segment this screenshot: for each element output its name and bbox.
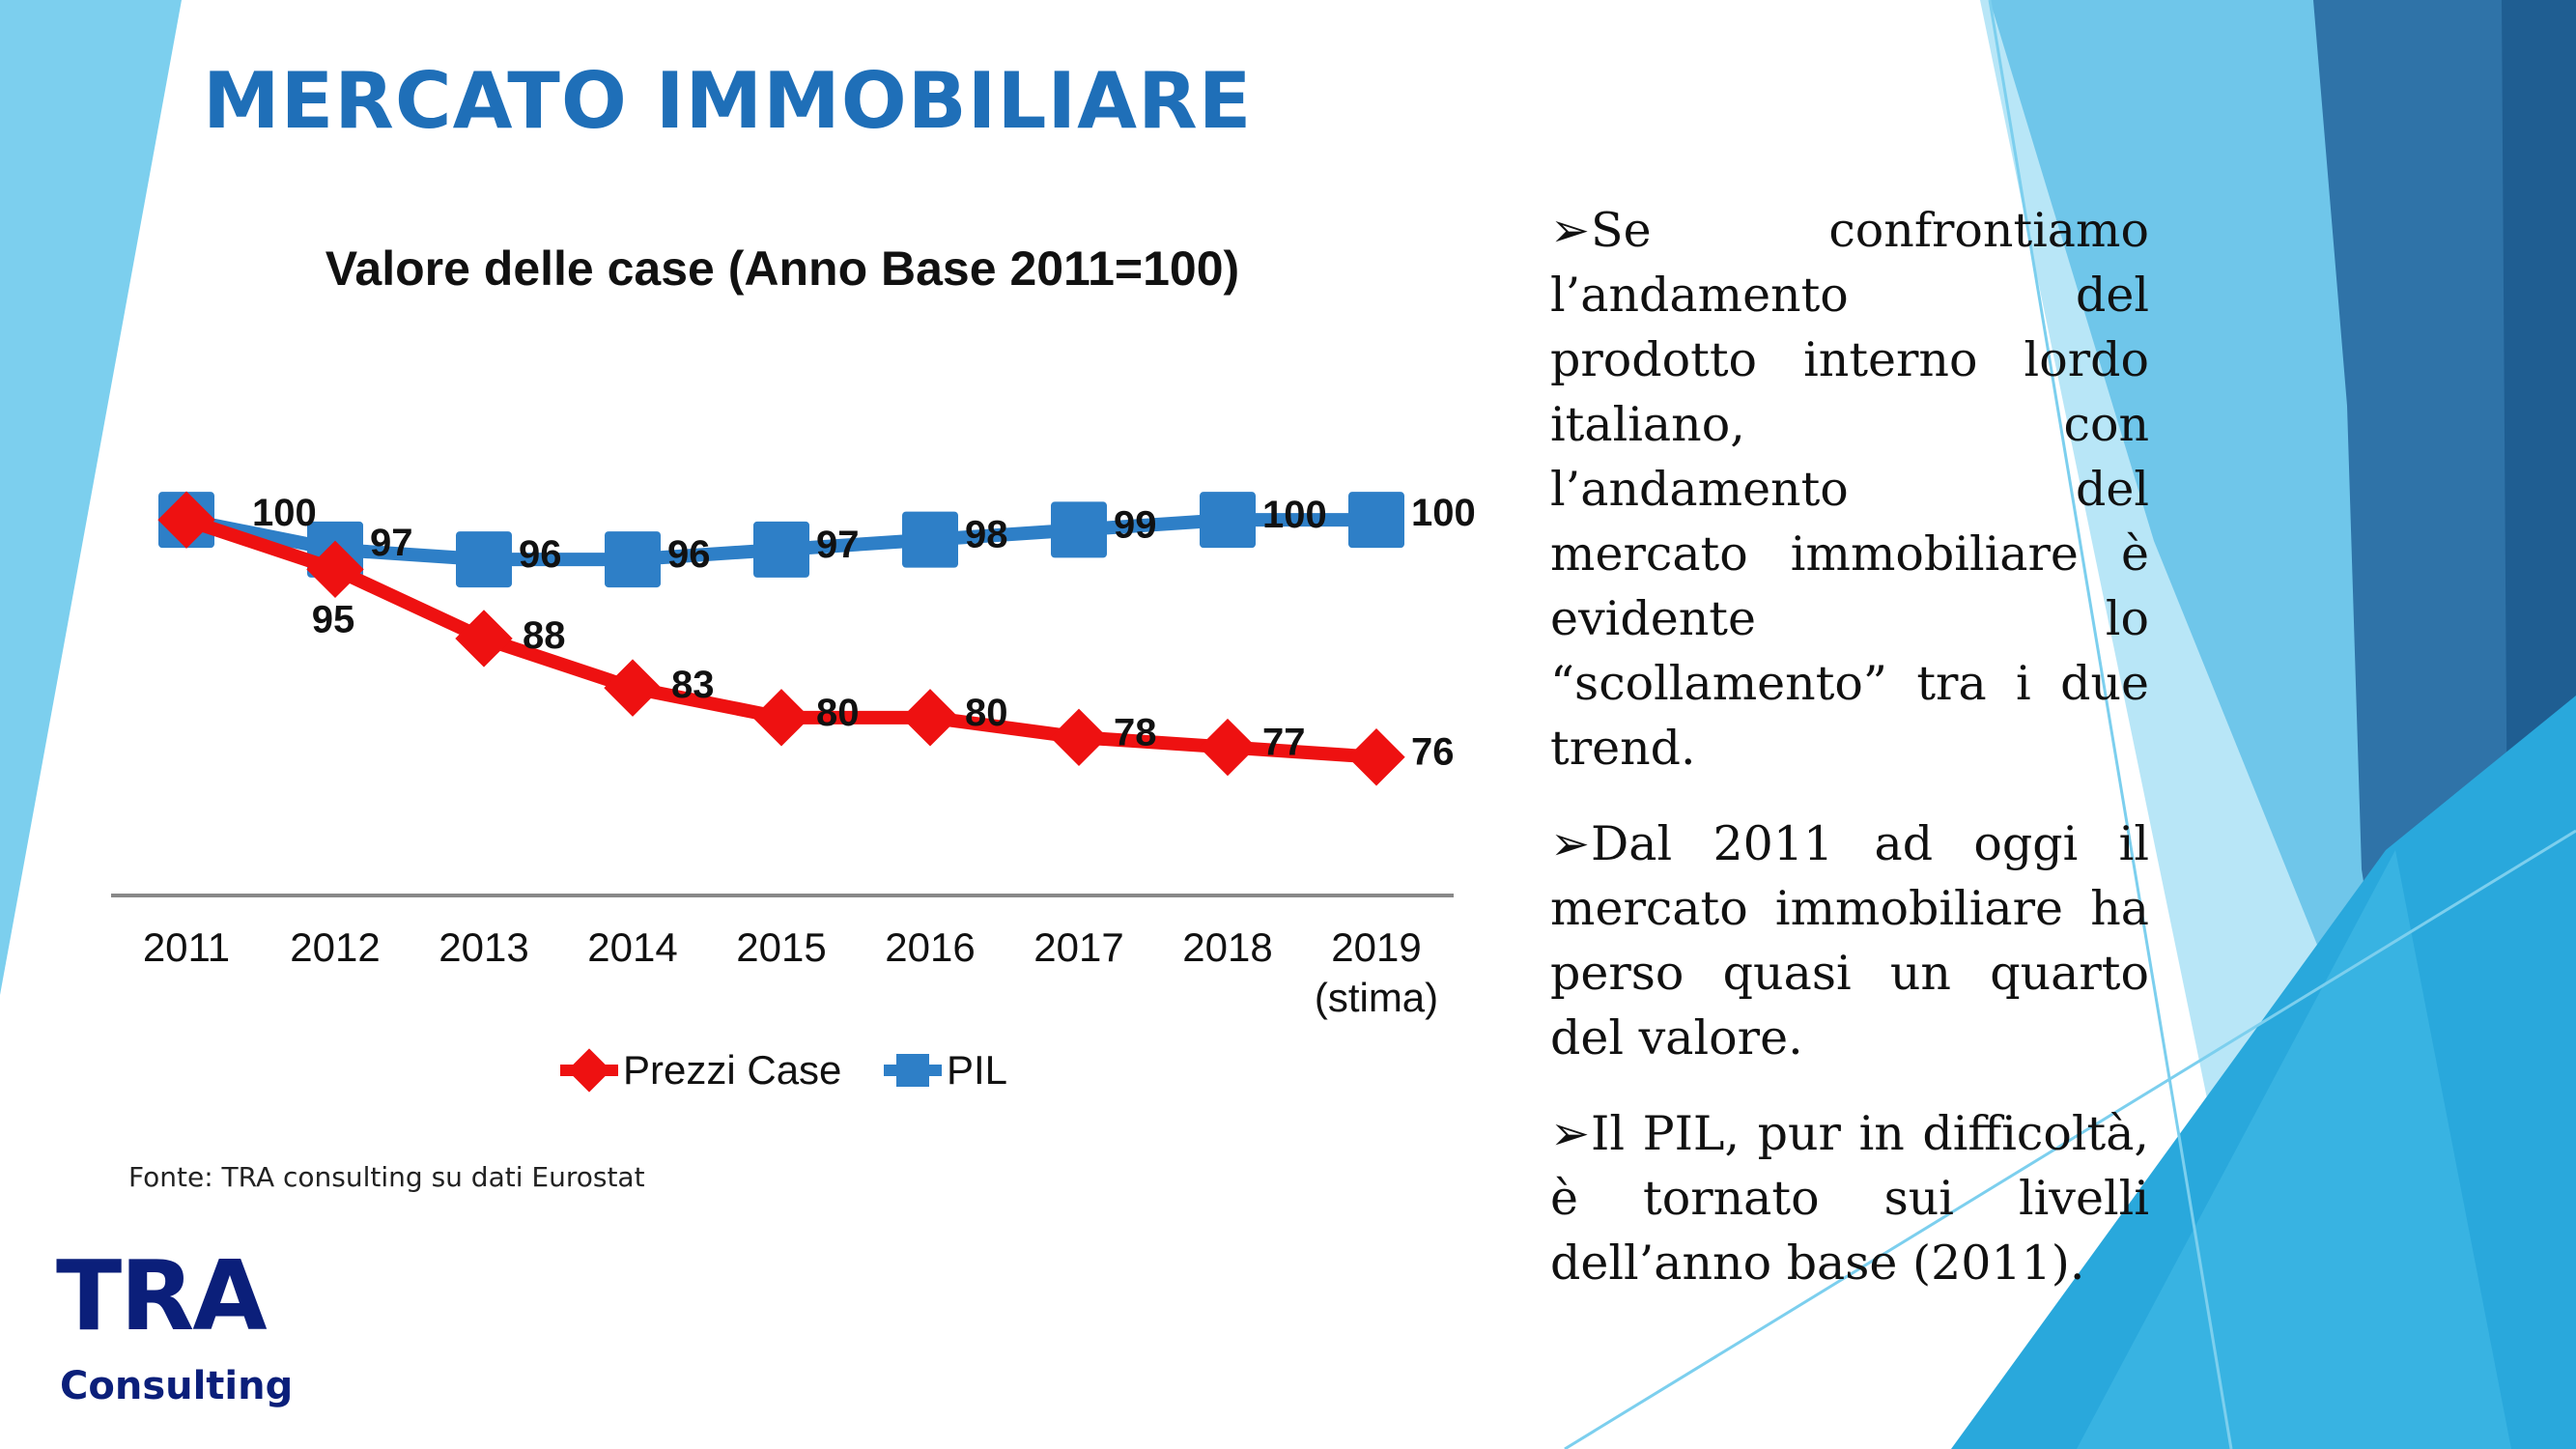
data-point-prezzi-case — [1050, 708, 1108, 766]
x-tick-label: 2015 — [736, 924, 826, 970]
data-label-prezzi-case: 88 — [523, 614, 566, 657]
data-label-prezzi-case: 78 — [1114, 711, 1157, 753]
x-tick-label: 2014 — [587, 924, 677, 970]
bullet-text: Se confrontiamo l’andamento del prodotto… — [1550, 203, 2149, 776]
legend: Prezzi Case PIL — [560, 1047, 1007, 1093]
logo-tra: TRA — [56, 1239, 268, 1352]
data-point-prezzi-case — [157, 491, 215, 549]
x-tick-label: 2017 — [1033, 924, 1123, 970]
data-point-prezzi-case — [1199, 718, 1257, 777]
data-point-pil — [456, 531, 512, 588]
left-decor-band — [0, 0, 182, 995]
data-label-pil: 96 — [667, 533, 711, 576]
x-tick-label: 2011 — [143, 924, 230, 970]
data-point-prezzi-case — [604, 659, 662, 717]
x-tick-label: 2018 — [1182, 924, 1272, 970]
data-label-pil: 100 — [252, 492, 317, 534]
bullet-item: ➢Se confrontiamo l’andamento del prodott… — [1550, 198, 2149, 781]
data-label-prezzi-case: 77 — [1262, 722, 1306, 764]
data-point-pil — [1200, 492, 1256, 549]
series-layer: 95 88 83 80 80 78 77 76 100 97 96 96 97 98 99 100 100 — [157, 491, 1476, 786]
data-point-pil — [1348, 492, 1404, 549]
data-point-pil — [605, 531, 661, 588]
arrow-bullet-icon: ➢ — [1550, 203, 1591, 258]
data-point-pil — [1051, 501, 1107, 558]
data-point-prezzi-case — [1347, 728, 1405, 786]
legend-prezzi-case-marker — [567, 1048, 611, 1093]
data-label-prezzi-case: 83 — [671, 664, 715, 706]
legend-pil-marker — [896, 1054, 929, 1087]
data-label-pil: 97 — [370, 522, 413, 564]
data-label-prezzi-case: 76 — [1411, 731, 1455, 774]
x-tick-label: 2013 — [439, 924, 528, 970]
data-point-prezzi-case — [901, 689, 959, 747]
x-tick-labels: 2011 2012 2013 2014 2015 2016 2017 2018 2019 (sti… — [143, 924, 1438, 1020]
legend-prezzi-case-label: Prezzi Case — [623, 1047, 841, 1093]
x-tick-label: 2019 — [1331, 924, 1421, 970]
legend-item-prezzi-case: Prezzi Case — [560, 1047, 841, 1093]
bottom-right-decor-triangle-2 — [2077, 850, 2511, 1449]
bullet-text: Il PIL, pur in difficoltà, è tornato sui… — [1550, 1106, 2149, 1291]
legend-pil-label: PIL — [947, 1047, 1007, 1093]
data-label-pil: 96 — [519, 533, 562, 576]
source-note: Fonte: TRA consulting su dati Eurostat — [128, 1161, 645, 1193]
data-label-prezzi-case: 95 — [312, 598, 355, 640]
x-tick-sublabel: (stima) — [1315, 975, 1438, 1020]
bullet-item: ➢Dal 2011 ad oggi il mercato immobiliare… — [1550, 811, 2149, 1070]
x-tick-label: 2012 — [290, 924, 380, 970]
bullet-text: Dal 2011 ad oggi il mercato immobiliare … — [1550, 816, 2149, 1065]
logo-consulting: Consulting — [60, 1364, 294, 1408]
chart-title: Valore delle case (Anno Base 2011=100) — [326, 242, 1239, 296]
data-point-pil — [753, 521, 809, 578]
data-label-pil: 100 — [1411, 492, 1476, 534]
arrow-bullet-icon: ➢ — [1550, 816, 1591, 871]
decor-line — [1564, 829, 2576, 1449]
data-point-prezzi-case — [306, 540, 364, 599]
bullet-list: ➢Se confrontiamo l’andamento del prodott… — [1550, 198, 2149, 1326]
data-point-prezzi-case — [455, 610, 513, 668]
decor-line — [1988, 0, 2233, 1449]
data-label-pil: 100 — [1262, 494, 1327, 536]
data-label-pil: 98 — [965, 514, 1008, 556]
data-point-prezzi-case — [752, 689, 810, 747]
data-label-prezzi-case: 80 — [965, 692, 1008, 734]
data-label-pil: 97 — [816, 524, 860, 566]
bullet-item: ➢Il PIL, pur in difficoltà, è tornato su… — [1550, 1101, 2149, 1295]
data-point-pil — [902, 511, 958, 568]
x-tick-label: 2016 — [885, 924, 975, 970]
data-label-prezzi-case: 80 — [816, 692, 860, 734]
slide-title: MERCATO IMMOBILIARE — [203, 56, 1253, 146]
legend-item-pil: PIL — [884, 1047, 1007, 1093]
line-chart: Valore delle case (Anno Base 2011=100) 9… — [111, 242, 1476, 1093]
arrow-bullet-icon: ➢ — [1550, 1106, 1591, 1161]
data-label-pil: 99 — [1114, 503, 1157, 546]
